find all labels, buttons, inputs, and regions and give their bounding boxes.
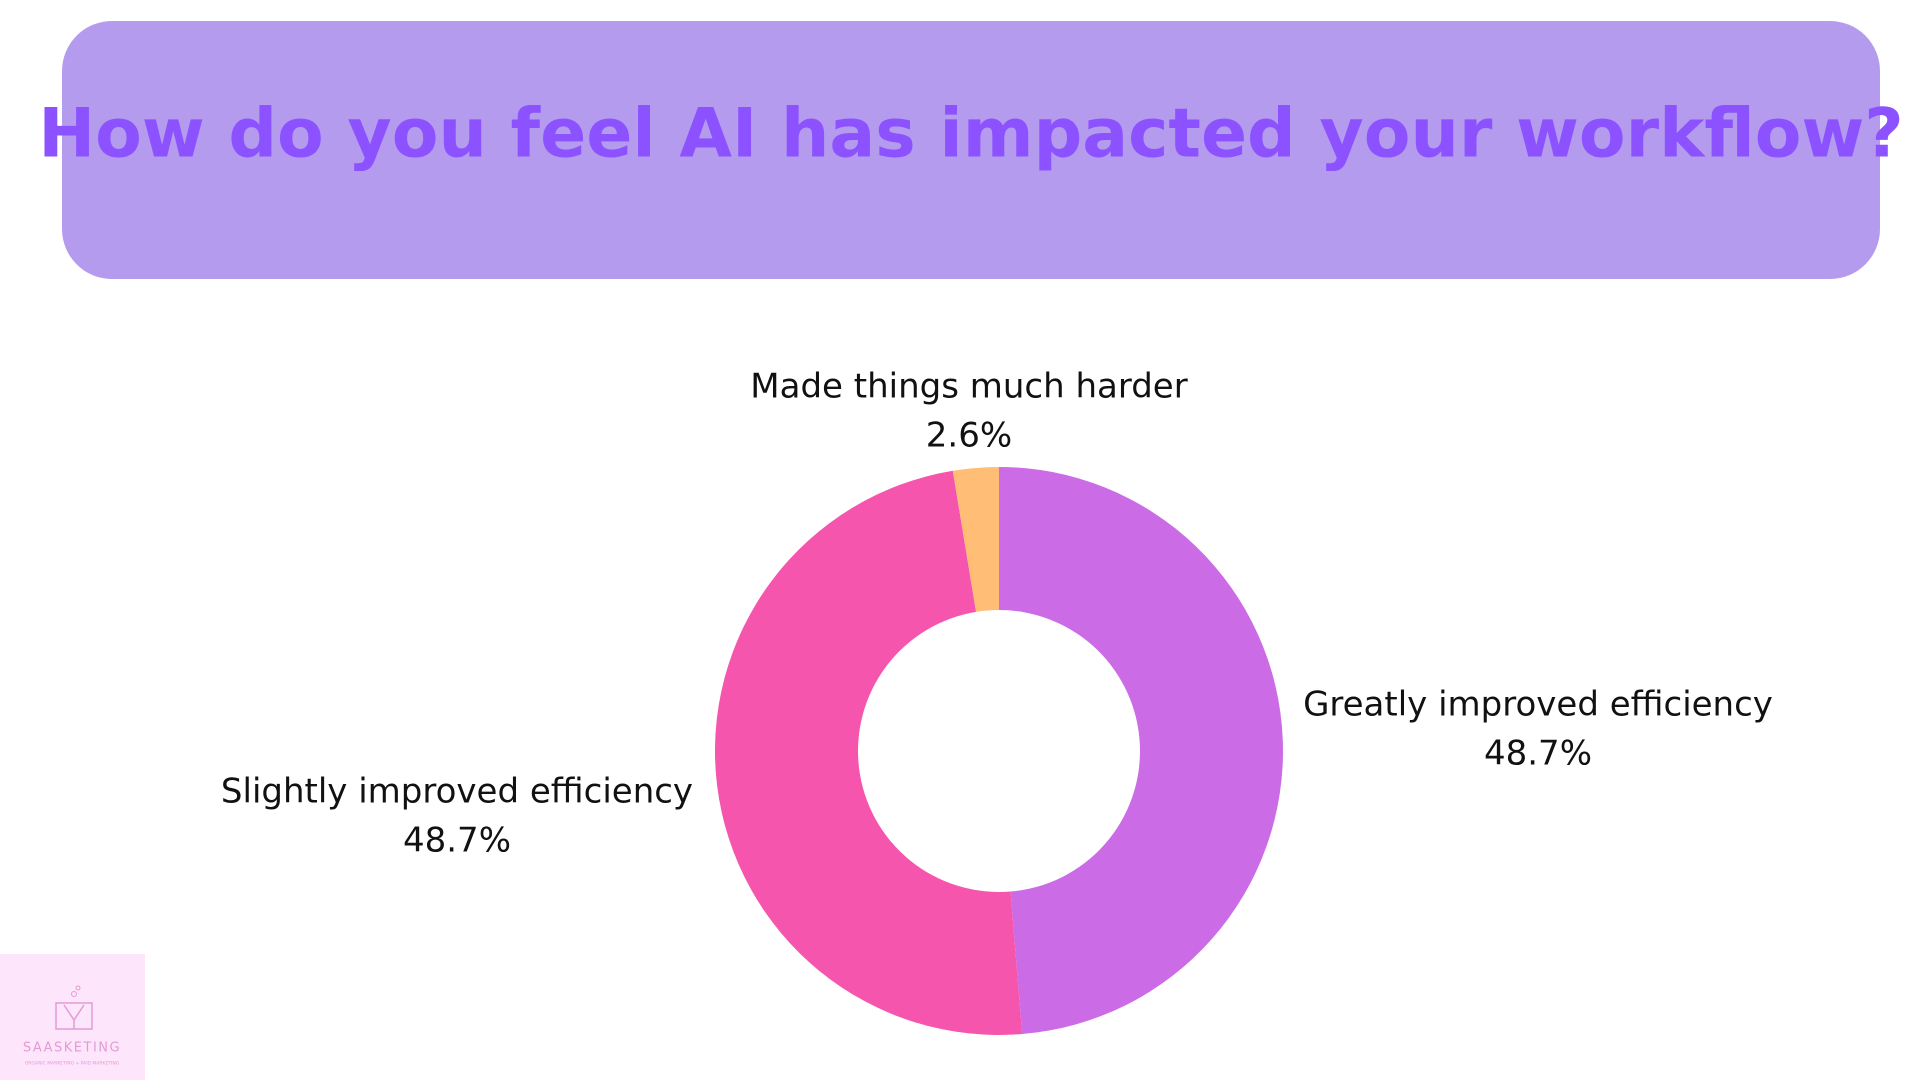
donut-slice	[952, 467, 999, 612]
logo: SAASKETING ORGANIC MARKETING + PAID MARK…	[0, 954, 145, 1080]
logo-name: SAASKETING	[23, 1041, 121, 1056]
donut-slice	[999, 467, 1283, 1035]
donut-slice	[714, 470, 1023, 1035]
slice-label: Slightly improved efficiency	[221, 772, 693, 812]
slice-value-label: 2.6%	[926, 416, 1012, 456]
title-banner	[62, 21, 1880, 279]
slice-value-label: 48.7%	[1484, 734, 1592, 774]
logo-tagline: ORGANIC MARKETING + PAID MARKETING	[25, 1061, 120, 1067]
logo-icon-dot	[75, 985, 81, 991]
logo-icon-dot	[71, 991, 77, 997]
slice-label: Made things much harder	[750, 367, 1187, 407]
slice-label: Greatly improved efficiency	[1303, 685, 1773, 725]
logo-icon-funnel	[63, 1004, 85, 1029]
slice-value-label: 48.7%	[403, 821, 511, 861]
chart-title: How do you feel AI has impacted your wor…	[38, 95, 1904, 174]
